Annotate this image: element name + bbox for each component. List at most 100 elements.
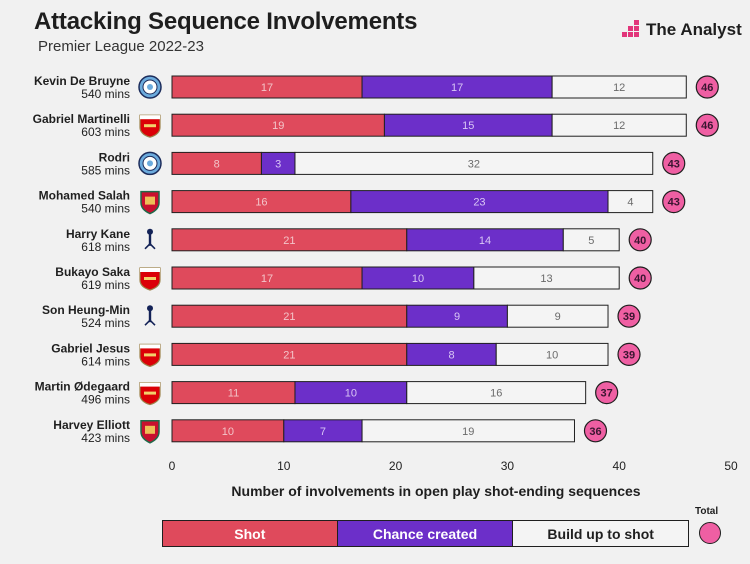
- bar-value-label: 12: [613, 82, 625, 94]
- arsenal-crest-icon: [139, 114, 161, 138]
- total-marker: [695, 113, 719, 137]
- bar-value-label: 8: [214, 158, 220, 170]
- total-value-label: 37: [601, 388, 613, 400]
- player-name: Mohamed Salah: [39, 189, 130, 203]
- player-minutes: 540 mins: [81, 87, 130, 101]
- bar-value-label: 12: [613, 120, 625, 132]
- player-name: Harry Kane: [66, 227, 130, 241]
- total-value-label: 46: [701, 120, 713, 132]
- bar-segment: [551, 113, 687, 137]
- player-minutes: 496 mins: [81, 393, 130, 407]
- bar-value-label: 8: [448, 349, 454, 361]
- legend-total-swatch: [699, 522, 721, 544]
- player-name: Gabriel Jesus: [51, 341, 130, 355]
- bar-segment: [506, 304, 609, 328]
- total-marker: [662, 151, 686, 175]
- total-marker: [695, 75, 719, 99]
- tottenham-crest-icon: [144, 305, 156, 326]
- player-name: Rodri: [99, 150, 130, 164]
- bar-value-label: 9: [555, 311, 561, 323]
- legend-item: Build up to shot: [513, 521, 689, 546]
- total-marker: [595, 381, 619, 405]
- bar-value-label: 21: [283, 349, 295, 361]
- analyst-logo-icon: [622, 20, 639, 37]
- bar-value-label: 32: [468, 158, 480, 170]
- player-name: Bukayo Saka: [55, 265, 130, 279]
- total-value-label: 43: [668, 197, 680, 209]
- bar-segment: [473, 266, 620, 290]
- total-value-label: 40: [634, 273, 646, 285]
- bar-value-label: 13: [540, 273, 552, 285]
- bar-segment: [406, 381, 587, 405]
- bar-value-label: 4: [627, 197, 633, 209]
- total-marker: [583, 419, 608, 443]
- player-minutes: 423 mins: [81, 431, 130, 445]
- player-minutes: 619 mins: [81, 278, 130, 292]
- bar-value-label: 21: [283, 311, 295, 323]
- x-tick-label: 50: [724, 459, 738, 473]
- liverpool-crest-icon: [140, 420, 160, 444]
- total-marker: [662, 190, 686, 214]
- bar-value-label: 19: [272, 120, 284, 132]
- player-minutes: 585 mins: [81, 163, 130, 177]
- player-name: Son Heung-Min: [42, 303, 130, 317]
- bar-value-label: 5: [588, 235, 594, 247]
- player-minutes: 614 mins: [81, 354, 130, 368]
- player-name: Gabriel Martinelli: [33, 112, 130, 126]
- legend: Shot Chance created Build up to shot: [162, 520, 689, 547]
- bar-value-label: 10: [412, 273, 424, 285]
- brand-logo: The Analyst: [620, 18, 742, 42]
- chart-subtitle: Premier League 2022-23: [38, 38, 204, 55]
- x-axis-label: Number of involvements in open play shot…: [231, 483, 641, 499]
- player-minutes: 603 mins: [81, 125, 130, 139]
- arsenal-crest-icon: [139, 343, 161, 368]
- player-name: Martin Ødegaard: [35, 380, 130, 394]
- player-minutes: 524 mins: [81, 316, 130, 330]
- player-minutes: 618 mins: [81, 240, 130, 254]
- legend-total-label: Total: [695, 506, 719, 517]
- bar-value-label: 7: [320, 426, 326, 438]
- total-marker: [628, 266, 652, 290]
- player-minutes: 540 mins: [81, 202, 130, 216]
- x-tick-label: 40: [613, 459, 627, 473]
- bar-segment: [361, 419, 575, 443]
- tottenham-crest-icon: [144, 228, 156, 250]
- total-value-label: 39: [623, 349, 635, 361]
- bar-value-label: 3: [275, 158, 281, 170]
- bar-value-label: 10: [222, 426, 234, 438]
- bar-value-label: 15: [462, 120, 474, 132]
- arsenal-crest-icon: [139, 267, 161, 291]
- x-tick-label: 30: [501, 459, 515, 473]
- brand-name: The Analyst: [646, 20, 742, 39]
- bar-segment: [551, 75, 687, 99]
- total-value-label: 43: [668, 158, 680, 170]
- total-marker: [617, 342, 641, 366]
- bar-segment: [562, 228, 620, 252]
- player-name: Harvey Elliott: [53, 418, 130, 432]
- bar-value-label: 17: [261, 273, 273, 285]
- bar-value-label: 16: [490, 388, 502, 400]
- man-city-crest-icon: [138, 151, 162, 176]
- bar-segment: [607, 190, 654, 214]
- x-tick-label: 0: [169, 459, 176, 473]
- man-city-crest-icon: [138, 75, 162, 99]
- legend-item: Shot: [163, 521, 338, 546]
- bar-value-label: 17: [261, 82, 273, 94]
- total-value-label: 40: [634, 235, 646, 247]
- bar-value-label: 19: [462, 426, 474, 438]
- bar-value-label: 10: [546, 349, 558, 361]
- chart-title: Attacking Sequence Involvements: [34, 8, 418, 35]
- bar-value-label: 17: [451, 82, 463, 94]
- player-name: Kevin De Bruyne: [34, 74, 130, 88]
- bar-value-label: 23: [473, 197, 485, 209]
- total-marker: [617, 304, 641, 328]
- total-value-label: 36: [589, 426, 601, 438]
- bar-value-label: 21: [283, 235, 295, 247]
- total-value-label: 46: [701, 82, 713, 94]
- bar-segment: [294, 151, 654, 175]
- liverpool-crest-icon: [140, 190, 160, 215]
- bar-value-label: 9: [454, 311, 460, 323]
- bar-value-label: 10: [345, 388, 357, 400]
- arsenal-crest-icon: [139, 382, 161, 406]
